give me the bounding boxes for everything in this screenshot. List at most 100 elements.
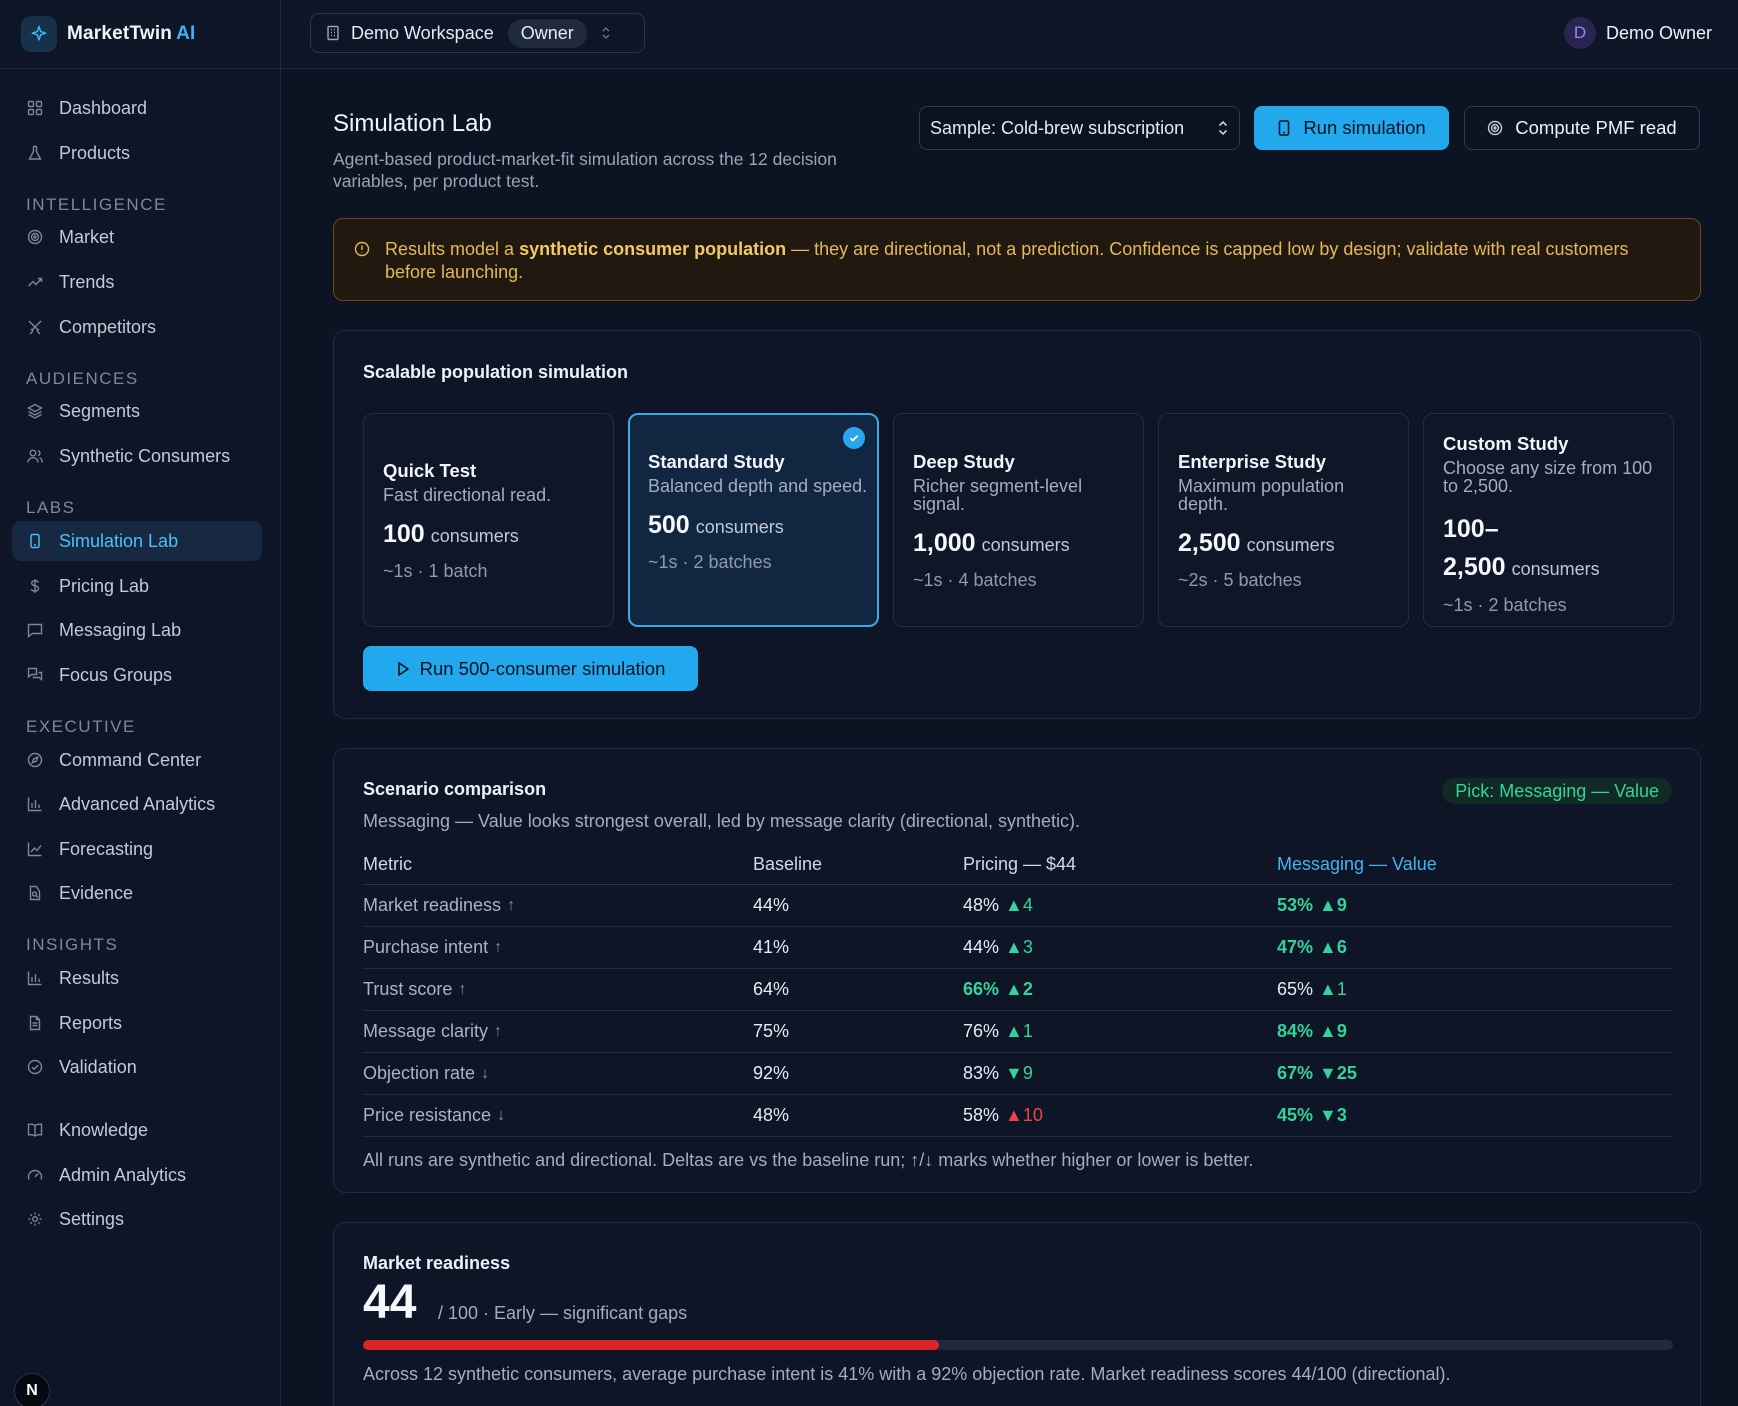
building-icon	[325, 25, 341, 41]
run-500-simulation-button[interactable]: Run 500-consumer simulation	[363, 646, 698, 691]
sidebar-item-focus-groups[interactable]: Focus Groups	[12, 655, 262, 695]
sidebar-item-messaging-lab[interactable]: Messaging Lab	[12, 610, 262, 650]
chevron-updown-icon	[1217, 119, 1229, 137]
play-icon	[396, 661, 410, 677]
pricing-cell: 76% ▲1	[963, 1021, 1033, 1041]
sidebar-item-validation[interactable]: Validation	[12, 1047, 262, 1087]
compute-pmf-button[interactable]: Compute PMF read	[1464, 106, 1700, 150]
column-header-messaging: Messaging — Value	[1277, 854, 1437, 874]
sidebar-item-command-center[interactable]: Command Center	[12, 740, 262, 780]
tier-deep-study[interactable]: Deep Study Richer segment-level signal. …	[893, 413, 1144, 627]
baseline-cell: 92%	[753, 1063, 790, 1083]
book-icon	[26, 1121, 44, 1139]
pricing-cell: 66% ▲2	[963, 979, 1033, 999]
role-badge: Owner	[507, 18, 587, 48]
sidebar-item-advanced-analytics[interactable]: Advanced Analytics	[12, 784, 262, 824]
pricing-cell: 48% ▲4	[963, 895, 1033, 915]
warning-banner: Results model a synthetic consumer popul…	[333, 218, 1701, 301]
scenario-title: Scenario comparison	[363, 779, 547, 799]
user-menu[interactable]: D Demo Owner	[1563, 17, 1712, 49]
readiness-score: 44	[363, 1276, 417, 1329]
messaging-cell: 65% ▲1	[1277, 979, 1347, 999]
table-row: Objection rate ↓ 92% 83% ▼9 67% ▼25	[363, 1053, 1673, 1095]
run-simulation-label: Run simulation	[1303, 117, 1426, 138]
banner-text: Results model a synthetic consumer popul…	[385, 239, 1629, 282]
bar-chart-icon	[26, 795, 44, 813]
population-card: Scalable population simulation Quick Tes…	[333, 330, 1701, 719]
gear-icon	[26, 1210, 44, 1228]
workspace-switcher[interactable]: Demo Workspace Owner	[310, 13, 645, 53]
tier-name: Standard Study	[648, 451, 785, 472]
tier-desc: Richer segment-level signal.	[913, 476, 1083, 514]
sidebar-item-pricing-lab[interactable]: Pricing Lab	[12, 566, 262, 606]
sidebar-item-market[interactable]: Market	[12, 217, 262, 257]
table-body: Market readiness ↑ 44% 48% ▲4 53% ▲9 Purchase i…	[363, 885, 1673, 1137]
sidebar-item-simulation-lab[interactable]: Simulation Lab	[12, 521, 262, 561]
sidebar-item-products[interactable]: Products	[12, 133, 262, 173]
baseline-cell: 64%	[753, 979, 790, 999]
sidebar-item-label: Evidence	[59, 882, 134, 903]
sidebar-item-forecasting[interactable]: Forecasting	[12, 829, 262, 869]
readiness-scale: / 100 · Early — significant gaps	[438, 1303, 688, 1323]
swords-icon	[26, 318, 44, 336]
sidebar: MarketTwin AI Dashboard Products INTELLIG…	[0, 0, 281, 1406]
target-icon	[1487, 120, 1503, 136]
messaging-cell: 84% ▲9	[1277, 1021, 1347, 1041]
sidebar-item-trends[interactable]: Trends	[12, 262, 262, 302]
table-row: Message clarity ↑ 75% 76% ▲1 84% ▲9	[363, 1011, 1673, 1053]
tier-count: 2,500 consumers	[1178, 529, 1335, 557]
compass-icon	[26, 751, 44, 769]
brand[interactable]: MarketTwin AI	[0, 0, 280, 69]
sidebar-item-label: Advanced Analytics	[59, 793, 216, 814]
tier-quick-test[interactable]: Quick Test Fast directional read. 100 con…	[363, 413, 614, 627]
table-header: Metric Baseline Pricing — $44 Messaging …	[363, 845, 1673, 885]
sidebar-item-label: Simulation Lab	[59, 530, 179, 551]
sample-select-value: Sample: Cold-brew subscription	[930, 117, 1185, 138]
messaging-cell: 47% ▲6	[1277, 937, 1347, 957]
topbar: Demo Workspace Owner D Demo Owner	[281, 0, 1738, 69]
sample-select[interactable]: Sample: Cold-brew subscription	[919, 106, 1240, 150]
tier-enterprise-study[interactable]: Enterprise Study Maximum population dept…	[1158, 413, 1409, 627]
sidebar-item-label: Competitors	[59, 316, 157, 337]
sidebar-item-knowledge[interactable]: Knowledge	[12, 1110, 262, 1150]
tier-standard-study[interactable]: Standard Study Balanced depth and speed.…	[628, 413, 879, 627]
readiness-title: Market readiness	[363, 1253, 511, 1273]
tier-name: Enterprise Study	[1178, 451, 1327, 472]
sidebar-item-label: Messaging Lab	[59, 619, 182, 640]
tier-meta: ~1s · 2 batches	[648, 552, 772, 572]
tier-count: 100 consumers	[383, 520, 519, 548]
sidebar-item-segments[interactable]: Segments	[12, 391, 262, 431]
sidebar-item-dashboard[interactable]: Dashboard	[12, 88, 262, 128]
metric-cell: Market readiness ↑	[363, 895, 516, 915]
sidebar-item-label: Dashboard	[59, 97, 148, 118]
readiness-card: Market readiness 44 / 100 · Early — sign…	[333, 1222, 1701, 1406]
messaging-cell: 53% ▲9	[1277, 895, 1347, 915]
metric-cell: Trust score ↑	[363, 979, 467, 999]
tier-custom-study[interactable]: Custom Study Choose any size from 100 to…	[1423, 413, 1674, 627]
tier-count: 1,000 consumers	[913, 529, 1070, 557]
readiness-progress-fill	[363, 1340, 940, 1350]
scenario-subtitle: Messaging — Value looks strongest overal…	[363, 811, 1080, 831]
sidebar-item-settings[interactable]: Settings	[12, 1199, 262, 1239]
sidebar-item-label: Market	[59, 226, 115, 247]
sidebar-item-competitors[interactable]: Competitors	[12, 307, 262, 347]
run-simulation-button[interactable]: Run simulation	[1254, 106, 1449, 150]
check-icon	[843, 427, 865, 449]
message-icon	[26, 621, 44, 639]
n-logo-icon[interactable]: N	[14, 1373, 50, 1406]
metric-cell: Purchase intent ↑	[363, 937, 503, 957]
nav-section-audiences: AUDIENCES	[26, 369, 139, 388]
sidebar-item-reports[interactable]: Reports	[12, 1003, 262, 1043]
gauge-icon	[26, 1166, 44, 1184]
column-header-pricing: Pricing — $44	[963, 854, 1077, 874]
sidebar-item-admin-analytics[interactable]: Admin Analytics	[12, 1155, 262, 1195]
population-title: Scalable population simulation	[363, 362, 629, 382]
messaging-cell: 67% ▼25	[1277, 1063, 1357, 1083]
tier-desc: Choose any size from 100 to 2,500.	[1443, 458, 1653, 496]
sidebar-item-results[interactable]: Results	[12, 958, 262, 998]
sidebar-item-synthetic-consumers[interactable]: Synthetic Consumers	[12, 436, 262, 476]
table-row: Trust score ↑ 64% 66% ▲2 65% ▲1	[363, 969, 1673, 1011]
sidebar-item-label: Command Center	[59, 749, 202, 770]
tier-meta: ~1s · 2 batches	[1443, 595, 1567, 615]
sidebar-item-evidence[interactable]: Evidence	[12, 873, 262, 913]
